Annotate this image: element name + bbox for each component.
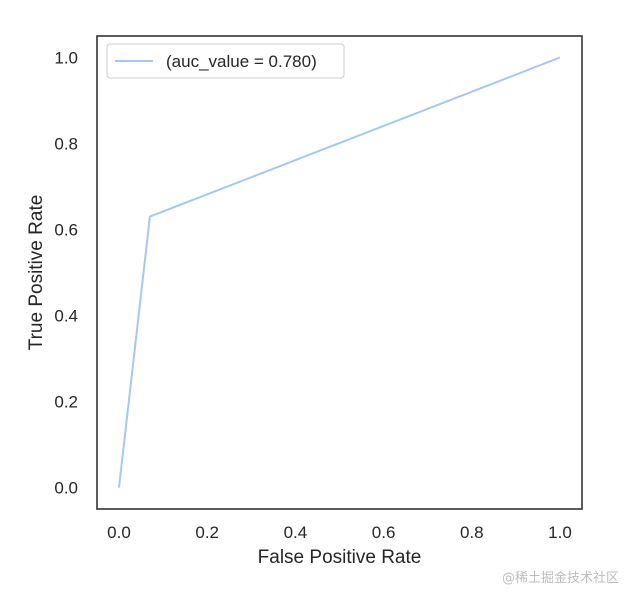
y-tick-label: 0.8 bbox=[54, 135, 78, 154]
y-tick-label: 0.2 bbox=[54, 393, 78, 412]
y-tick-label: 0.4 bbox=[54, 307, 78, 326]
x-tick-label: 0.4 bbox=[284, 523, 308, 542]
x-tick-label: 0.0 bbox=[107, 523, 131, 542]
series-line-0 bbox=[118, 56, 561, 488]
x-axis-label: False Positive Rate bbox=[258, 547, 422, 568]
plot-frame bbox=[96, 35, 583, 510]
x-tick-label: 0.6 bbox=[372, 523, 396, 542]
x-tick-label: 0.8 bbox=[460, 523, 484, 542]
legend-box bbox=[106, 43, 345, 79]
y-tick-label: 0.0 bbox=[54, 479, 78, 498]
y-axis-label: True Positive Rate bbox=[26, 195, 47, 351]
y-tick-label: 0.6 bbox=[54, 221, 78, 240]
y-tick-labels: 0.0 0.2 0.4 0.6 0.8 1.0 bbox=[54, 49, 78, 498]
legend-label: (auc_value = 0.780) bbox=[166, 52, 317, 71]
y-tick-label: 1.0 bbox=[54, 49, 78, 68]
series-group bbox=[118, 56, 561, 488]
legend: (auc_value = 0.780) bbox=[106, 43, 345, 79]
x-tick-label: 0.2 bbox=[195, 523, 219, 542]
x-tick-label: 1.0 bbox=[548, 523, 572, 542]
watermark: @稀土掘金技术社区 bbox=[501, 571, 619, 586]
x-tick-labels: 0.0 0.2 0.4 0.6 0.8 1.0 bbox=[107, 523, 572, 542]
